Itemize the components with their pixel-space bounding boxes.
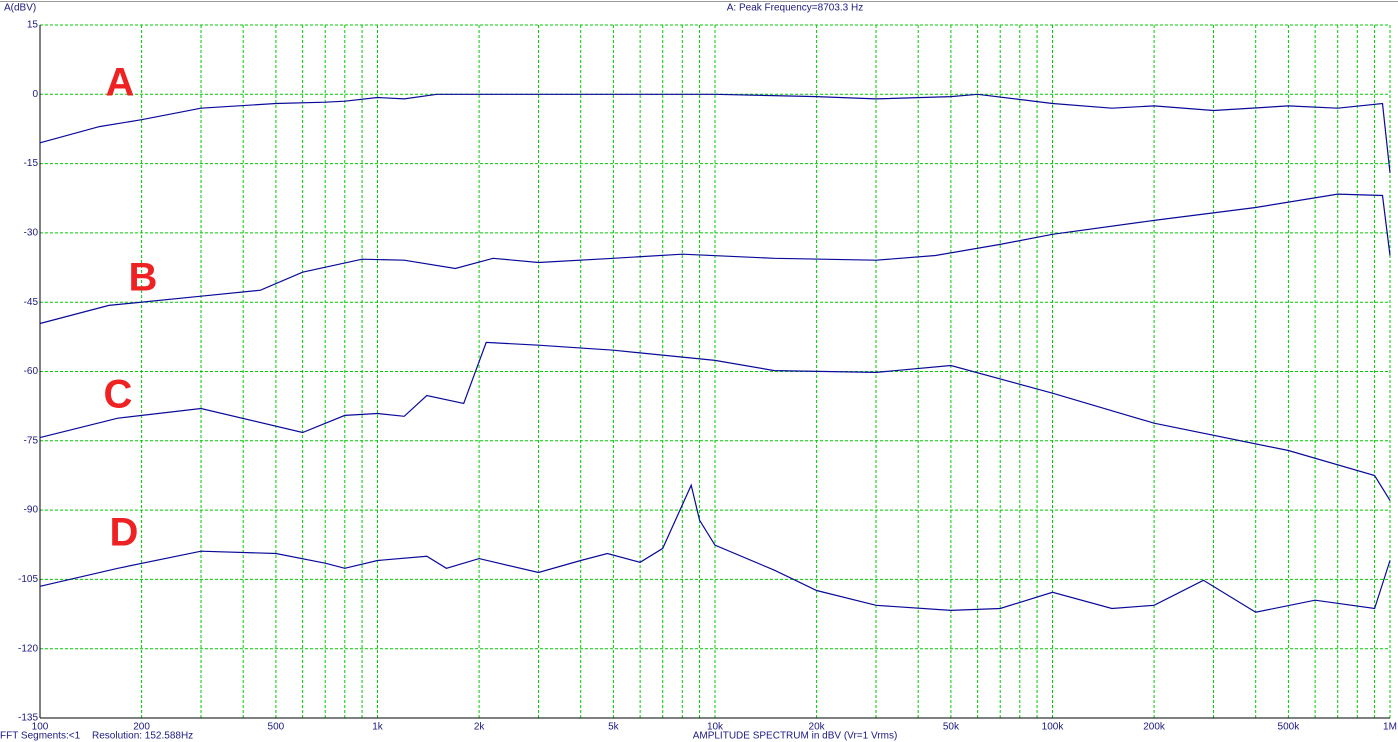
chart-title: A: Peak Frequency=8703.3 Hz bbox=[727, 3, 863, 14]
y-tick-label: -135 bbox=[18, 713, 38, 724]
x-tick-label: 10k bbox=[707, 722, 724, 733]
x-tick-label: 50k bbox=[943, 722, 960, 733]
footer-segments: FFT Segments:<1 bbox=[0, 731, 81, 742]
x-tick-label: 100 bbox=[32, 722, 49, 733]
y-tick-label: -75 bbox=[24, 435, 39, 446]
x-tick-label: 5k bbox=[608, 722, 620, 733]
y-tick-label: -90 bbox=[24, 505, 39, 516]
x-tick-label: 500k bbox=[1278, 722, 1301, 733]
x-tick-label: 500 bbox=[268, 722, 285, 733]
series-label: B bbox=[129, 256, 158, 300]
y-tick-label: -105 bbox=[18, 574, 38, 585]
x-tick-label: 2k bbox=[474, 722, 486, 733]
series-label: C bbox=[104, 373, 133, 417]
y-tick-label: 15 bbox=[27, 20, 39, 31]
y-tick-label: -45 bbox=[24, 297, 39, 308]
series-label: A bbox=[106, 61, 135, 105]
x-tick-label: 100k bbox=[1042, 722, 1065, 733]
x-tick-label: 200k bbox=[1143, 722, 1166, 733]
series-line bbox=[39, 193, 1391, 325]
y-tick-label: -15 bbox=[24, 158, 39, 169]
x-axis-label: AMPLITUDE SPECTRUM in dBV (Vr=1 Vrms) bbox=[693, 731, 898, 742]
footer-resolution: Resolution: 152.588Hz bbox=[92, 731, 193, 742]
series-label: D bbox=[110, 511, 139, 555]
series-line bbox=[39, 341, 1391, 501]
y-tick-label: 0 bbox=[32, 89, 38, 100]
x-tick-label: 200 bbox=[133, 722, 150, 733]
y-tick-label: -30 bbox=[24, 228, 39, 239]
x-tick-label: 1k bbox=[372, 722, 384, 733]
y-axis-label: A(dBV) bbox=[4, 3, 36, 14]
x-tick-label: 20k bbox=[809, 722, 826, 733]
series-line bbox=[39, 483, 1391, 613]
x-tick-label: 1M bbox=[1383, 722, 1397, 733]
y-tick-label: -60 bbox=[24, 366, 39, 377]
series-line bbox=[39, 93, 1391, 173]
y-tick-label: -120 bbox=[18, 643, 38, 654]
